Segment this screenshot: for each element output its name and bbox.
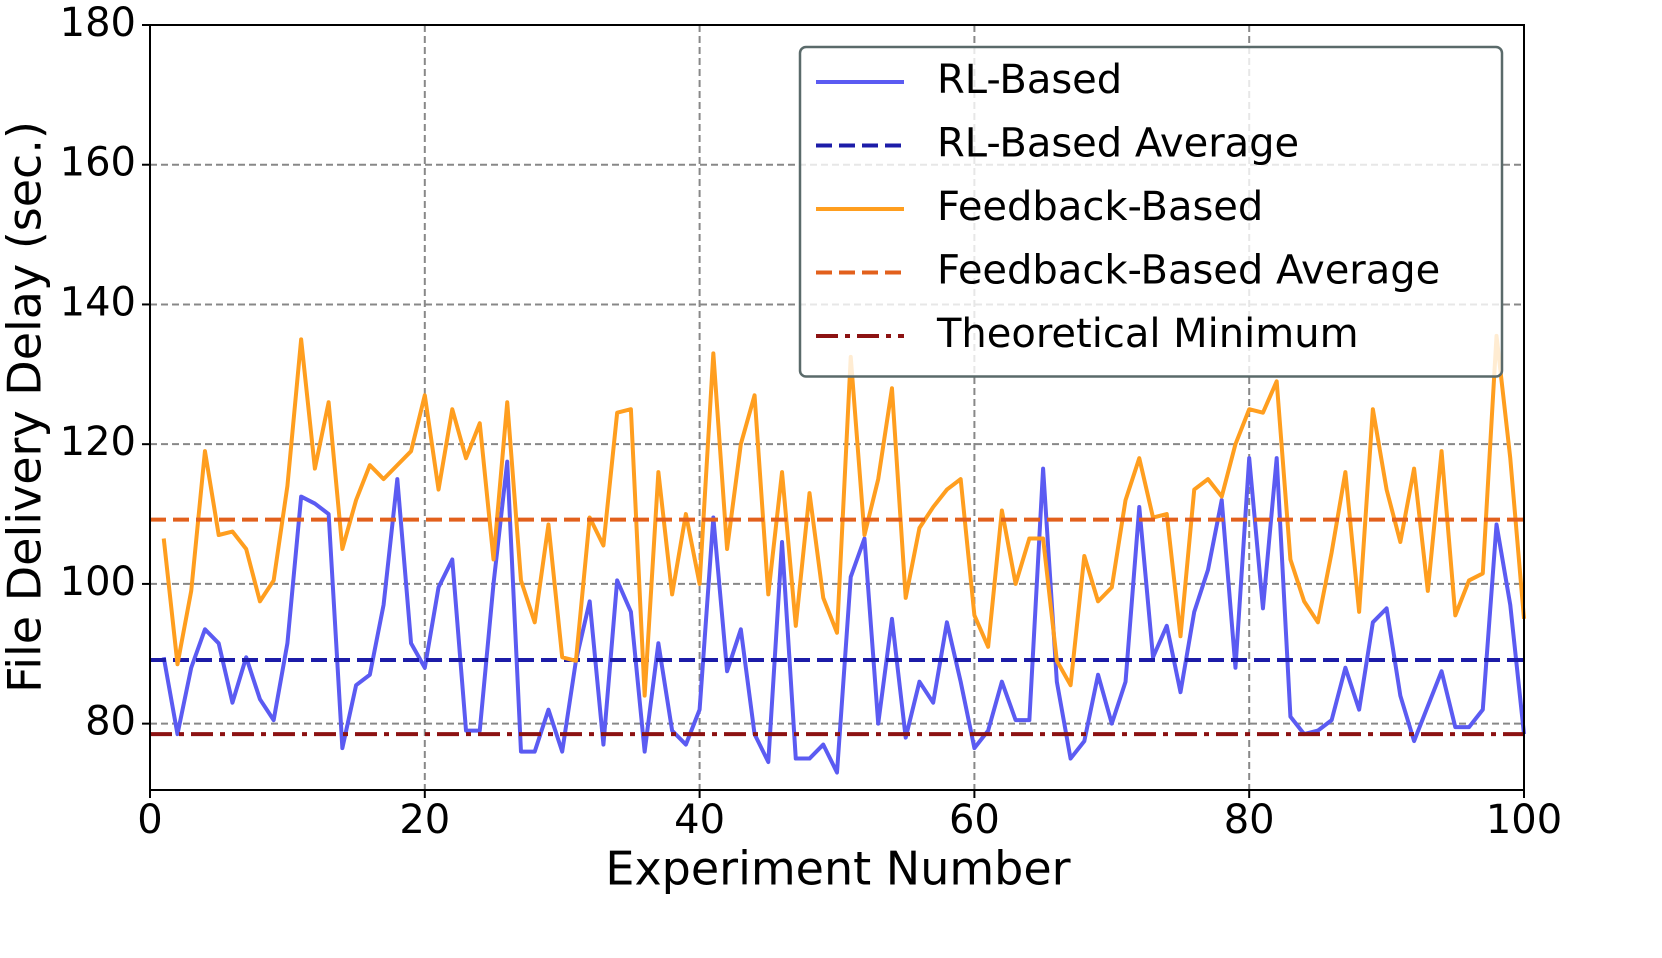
x-tick-label: 0 [137, 797, 162, 843]
legend-label: Feedback-Based Average [937, 248, 1440, 294]
y-tick-label: 180 [60, 0, 136, 46]
legend-label: RL-Based [937, 57, 1122, 103]
x-tick-label: 100 [1486, 797, 1562, 843]
legend-box [798, 45, 1504, 378]
y-tick-label: 160 [60, 140, 136, 186]
x-tick-label: 60 [949, 797, 1000, 843]
y-tick-label: 140 [60, 279, 136, 325]
plot-frame [149, 24, 1525, 791]
x-axis-label: Experiment Number [605, 842, 1070, 896]
data-line [161, 456, 1526, 775]
legend-label: Feedback-Based [937, 184, 1263, 230]
data-line [161, 333, 1526, 698]
x-tick-label: 20 [399, 797, 450, 843]
legend-label: RL-Based Average [937, 121, 1299, 167]
x-tick-label: 80 [1224, 797, 1275, 843]
y-tick-label: 80 [85, 699, 136, 745]
legend-label: Theoretical Minimum [936, 311, 1359, 357]
y-tick-label: 120 [60, 419, 136, 465]
x-tick-label: 40 [674, 797, 725, 843]
y-tick-label: 100 [60, 559, 136, 605]
y-axis-label: File Delivery Delay (sec.) [0, 121, 52, 693]
